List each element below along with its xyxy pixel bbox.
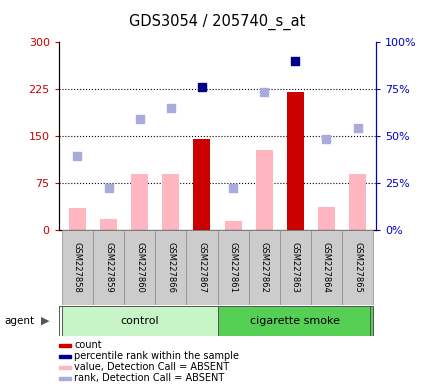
Point	[167, 105, 174, 111]
Point	[198, 84, 205, 91]
Text: GSM227867: GSM227867	[197, 242, 206, 293]
Bar	[255, 150, 272, 230]
Bar	[217, 306, 372, 336]
Bar	[248, 230, 279, 305]
Bar	[59, 366, 71, 369]
Bar	[69, 209, 86, 230]
Bar	[317, 207, 334, 230]
Bar	[224, 221, 241, 230]
Point	[105, 185, 112, 191]
Text: percentile rank within the sample: percentile rank within the sample	[74, 351, 239, 361]
Bar	[100, 219, 117, 230]
Bar	[59, 377, 71, 380]
Text: GSM227864: GSM227864	[321, 242, 330, 293]
Text: GSM227861: GSM227861	[228, 242, 237, 293]
Text: GSM227862: GSM227862	[259, 242, 268, 293]
Point	[229, 185, 236, 191]
Bar	[186, 230, 217, 305]
Bar	[62, 230, 93, 305]
Text: GSM227866: GSM227866	[166, 242, 175, 293]
Bar	[62, 306, 217, 336]
Bar	[217, 230, 248, 305]
Text: GSM227858: GSM227858	[73, 242, 82, 293]
Text: count: count	[74, 340, 102, 350]
Text: GSM227859: GSM227859	[104, 242, 113, 293]
Text: control: control	[120, 316, 158, 326]
Point	[74, 153, 81, 159]
Point	[136, 116, 143, 122]
Text: rank, Detection Call = ABSENT: rank, Detection Call = ABSENT	[74, 374, 224, 384]
Bar	[155, 230, 186, 305]
Text: GSM227863: GSM227863	[290, 242, 299, 293]
Text: agent: agent	[4, 316, 34, 326]
Bar	[341, 230, 372, 305]
Point	[291, 58, 298, 64]
Bar	[59, 344, 71, 347]
Text: ▶: ▶	[41, 316, 50, 326]
Point	[260, 89, 267, 96]
Text: value, Detection Call = ABSENT: value, Detection Call = ABSENT	[74, 362, 229, 372]
Bar	[286, 92, 303, 230]
Bar	[310, 230, 341, 305]
Bar	[348, 174, 365, 230]
Bar	[124, 230, 155, 305]
Text: GSM227860: GSM227860	[135, 242, 144, 293]
Text: cigarette smoke: cigarette smoke	[250, 316, 339, 326]
Point	[322, 136, 329, 142]
Point	[353, 125, 360, 131]
Bar	[193, 139, 210, 230]
Bar	[162, 174, 179, 230]
Text: GSM227865: GSM227865	[352, 242, 361, 293]
Bar	[131, 174, 148, 230]
Bar	[279, 230, 310, 305]
Text: GDS3054 / 205740_s_at: GDS3054 / 205740_s_at	[129, 13, 305, 30]
Bar	[93, 230, 124, 305]
Bar	[59, 355, 71, 358]
